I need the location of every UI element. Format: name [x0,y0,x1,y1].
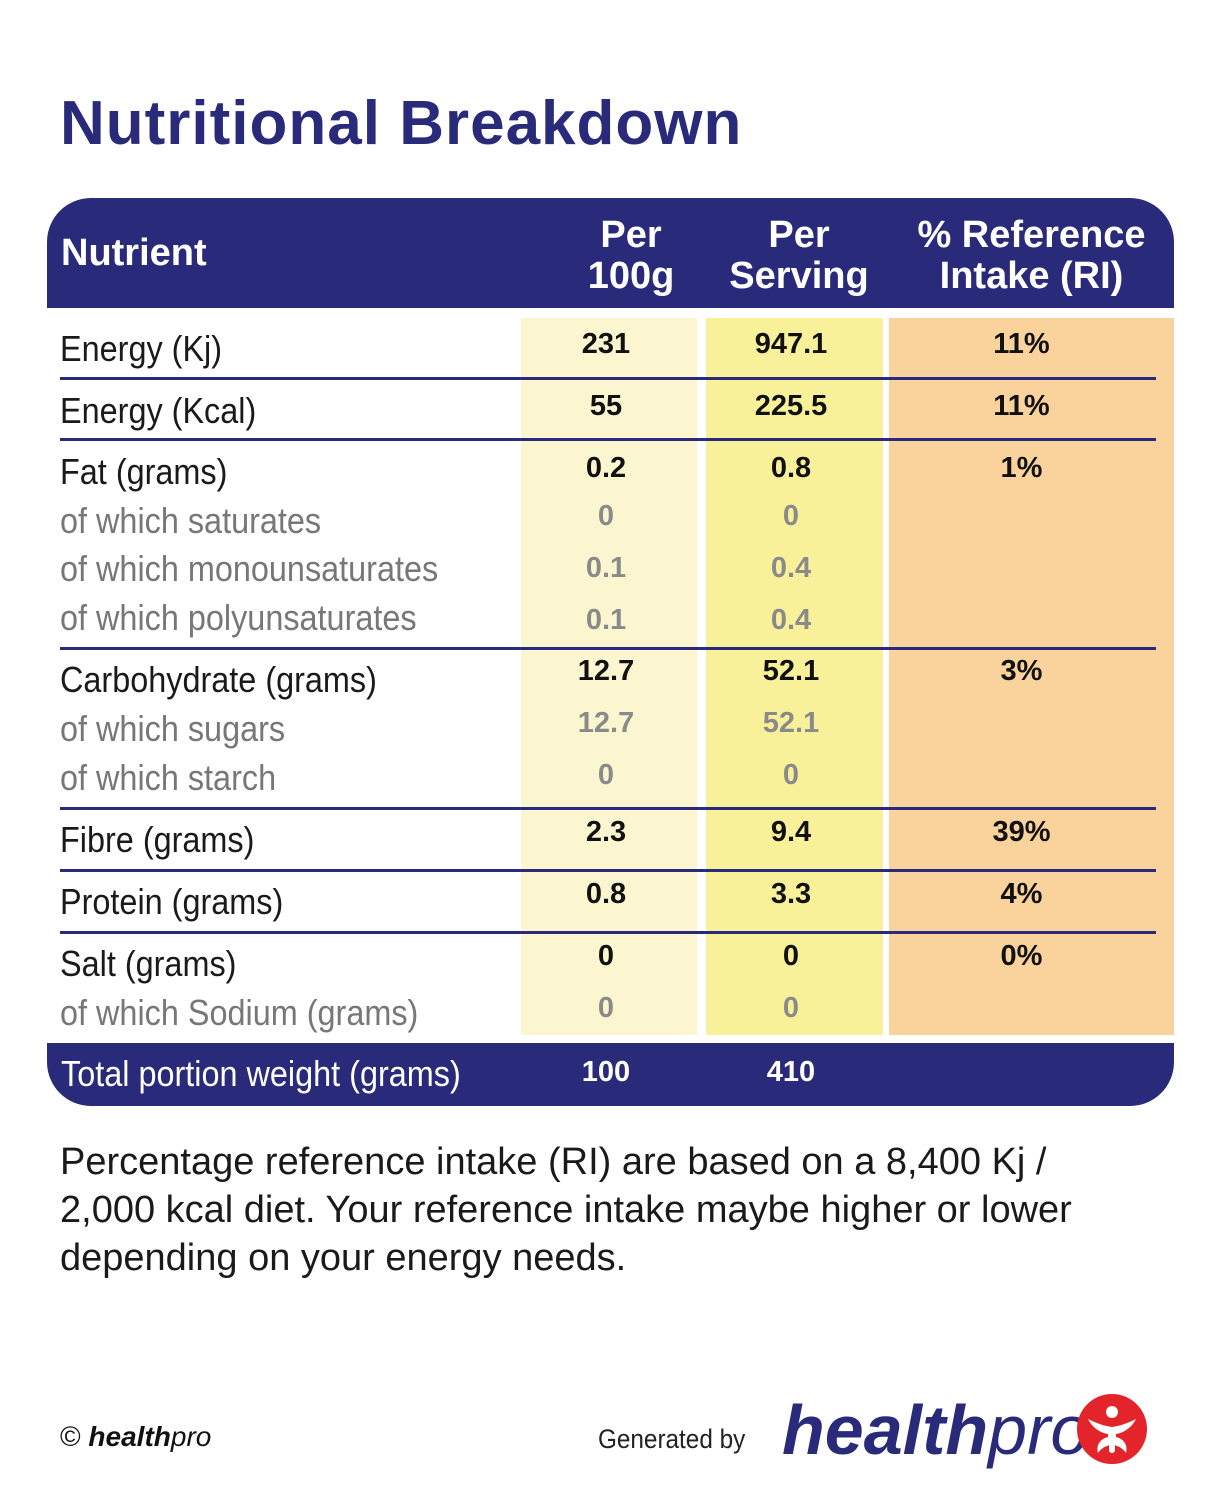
cell-per-100g: 0 [597,759,615,791]
ri-column-background [889,318,1174,1035]
generated-by-label: Generated by [598,1424,746,1454]
row-label: Energy (Kcal) [60,390,257,431]
header-per-serving-line1: Per [768,214,830,256]
cell-per-serving: 3.3 [770,878,812,910]
cell-per-100g: 2.3 [585,816,627,848]
cell-per-serving: 52.1 [762,707,820,739]
header-per-100g-line2: 100g [587,255,675,297]
cell-ri: 39% [992,816,1051,848]
header-ri-line2: Intake (RI) [939,255,1124,297]
row-label: Fat (grams) [60,451,228,492]
copyright-symbol: © [60,1421,81,1452]
cell-per-100g: 12.7 [577,707,635,739]
cell-per-100g: 0 [597,940,615,972]
ri-footnote: Percentage reference intake (RI) are bas… [60,1141,1072,1279]
cell-per-100g: 0 [597,500,615,532]
total-per-100g: 100 [581,1056,631,1088]
cell-ri: 0% [1000,940,1043,972]
cell-per-serving: 225.5 [754,390,828,422]
row-label: Energy (Kj) [60,328,223,369]
row-divider [60,647,1156,650]
header-per-serving: Per Serving [713,215,885,297]
cell-per-100g: 231 [581,328,631,360]
row-label: of which starch [60,757,277,798]
cell-per-serving: 0 [782,940,800,972]
cell-ri: 4% [1000,878,1043,910]
row-label: Protein (grams) [60,881,284,922]
cell-per-serving: 9.4 [770,816,812,848]
total-per-serving: 410 [766,1056,816,1088]
cell-per-100g: 0.2 [585,452,627,484]
cell-per-100g: 0.1 [585,552,627,584]
cell-per-serving: 0 [782,500,800,532]
header-per-100g-line1: Per [600,214,662,256]
cell-per-100g: 0 [597,992,615,1024]
cell-per-100g: 0.8 [585,878,627,910]
header-ri-line1: % Reference [917,214,1146,256]
row-label: of which monounsaturates [60,548,439,589]
cell-per-serving: 947.1 [754,328,828,360]
header-per-100g: Per 100g [561,215,701,297]
header-nutrient: Nutrient [61,232,207,274]
cell-per-100g: 12.7 [577,655,635,687]
row-divider [60,807,1156,810]
logo-text-bold: health [782,1391,989,1469]
page-title: Nutritional Breakdown [60,89,743,158]
row-label: of which sugars [60,708,286,749]
cell-per-serving: 0.4 [770,552,812,584]
cell-per-serving: 0 [782,992,800,1024]
healthpro-person-icon [1077,1394,1147,1464]
cell-ri: 1% [1000,452,1043,484]
per-100g-column-background [521,318,697,1035]
row-label: Carbohydrate (grams) [60,659,377,700]
total-label: Total portion weight (grams) [61,1053,461,1094]
cell-per-serving: 52.1 [762,655,820,687]
header-per-serving-line2: Serving [729,255,869,297]
row-divider [60,869,1156,872]
table-header: Nutrient Per 100g Per Serving % Referenc… [47,198,1174,308]
total-row: Total portion weight (grams) 100 410 [47,1043,1174,1106]
row-label: of which Sodium (grams) [60,992,419,1033]
cell-per-serving: 0.4 [770,604,812,636]
cell-ri: 11% [993,390,1050,422]
row-divider [60,931,1156,934]
per-serving-column-background [706,318,883,1035]
healthpro-logo: healthpro [782,1390,1089,1470]
row-label: of which polyunsaturates [60,597,417,638]
cell-per-100g: 0.1 [585,604,627,636]
row-label: of which saturates [60,500,322,541]
copyright-brand-bold: health [88,1421,171,1452]
row-label: Salt (grams) [60,943,237,984]
copyright: © healthpro [60,1421,211,1453]
row-divider [60,438,1156,441]
cell-per-serving: 0.8 [770,452,812,484]
cell-per-100g: 55 [589,390,623,422]
logo-text-light: pro [988,1391,1090,1469]
cell-per-serving: 0 [782,759,800,791]
copyright-brand-italic: pro [170,1421,212,1452]
cell-ri: 11% [993,328,1050,360]
cell-ri: 3% [1000,655,1043,687]
row-label: Fibre (grams) [60,819,255,860]
header-reference-intake: % Reference Intake (RI) [889,215,1174,297]
row-divider [60,377,1156,380]
